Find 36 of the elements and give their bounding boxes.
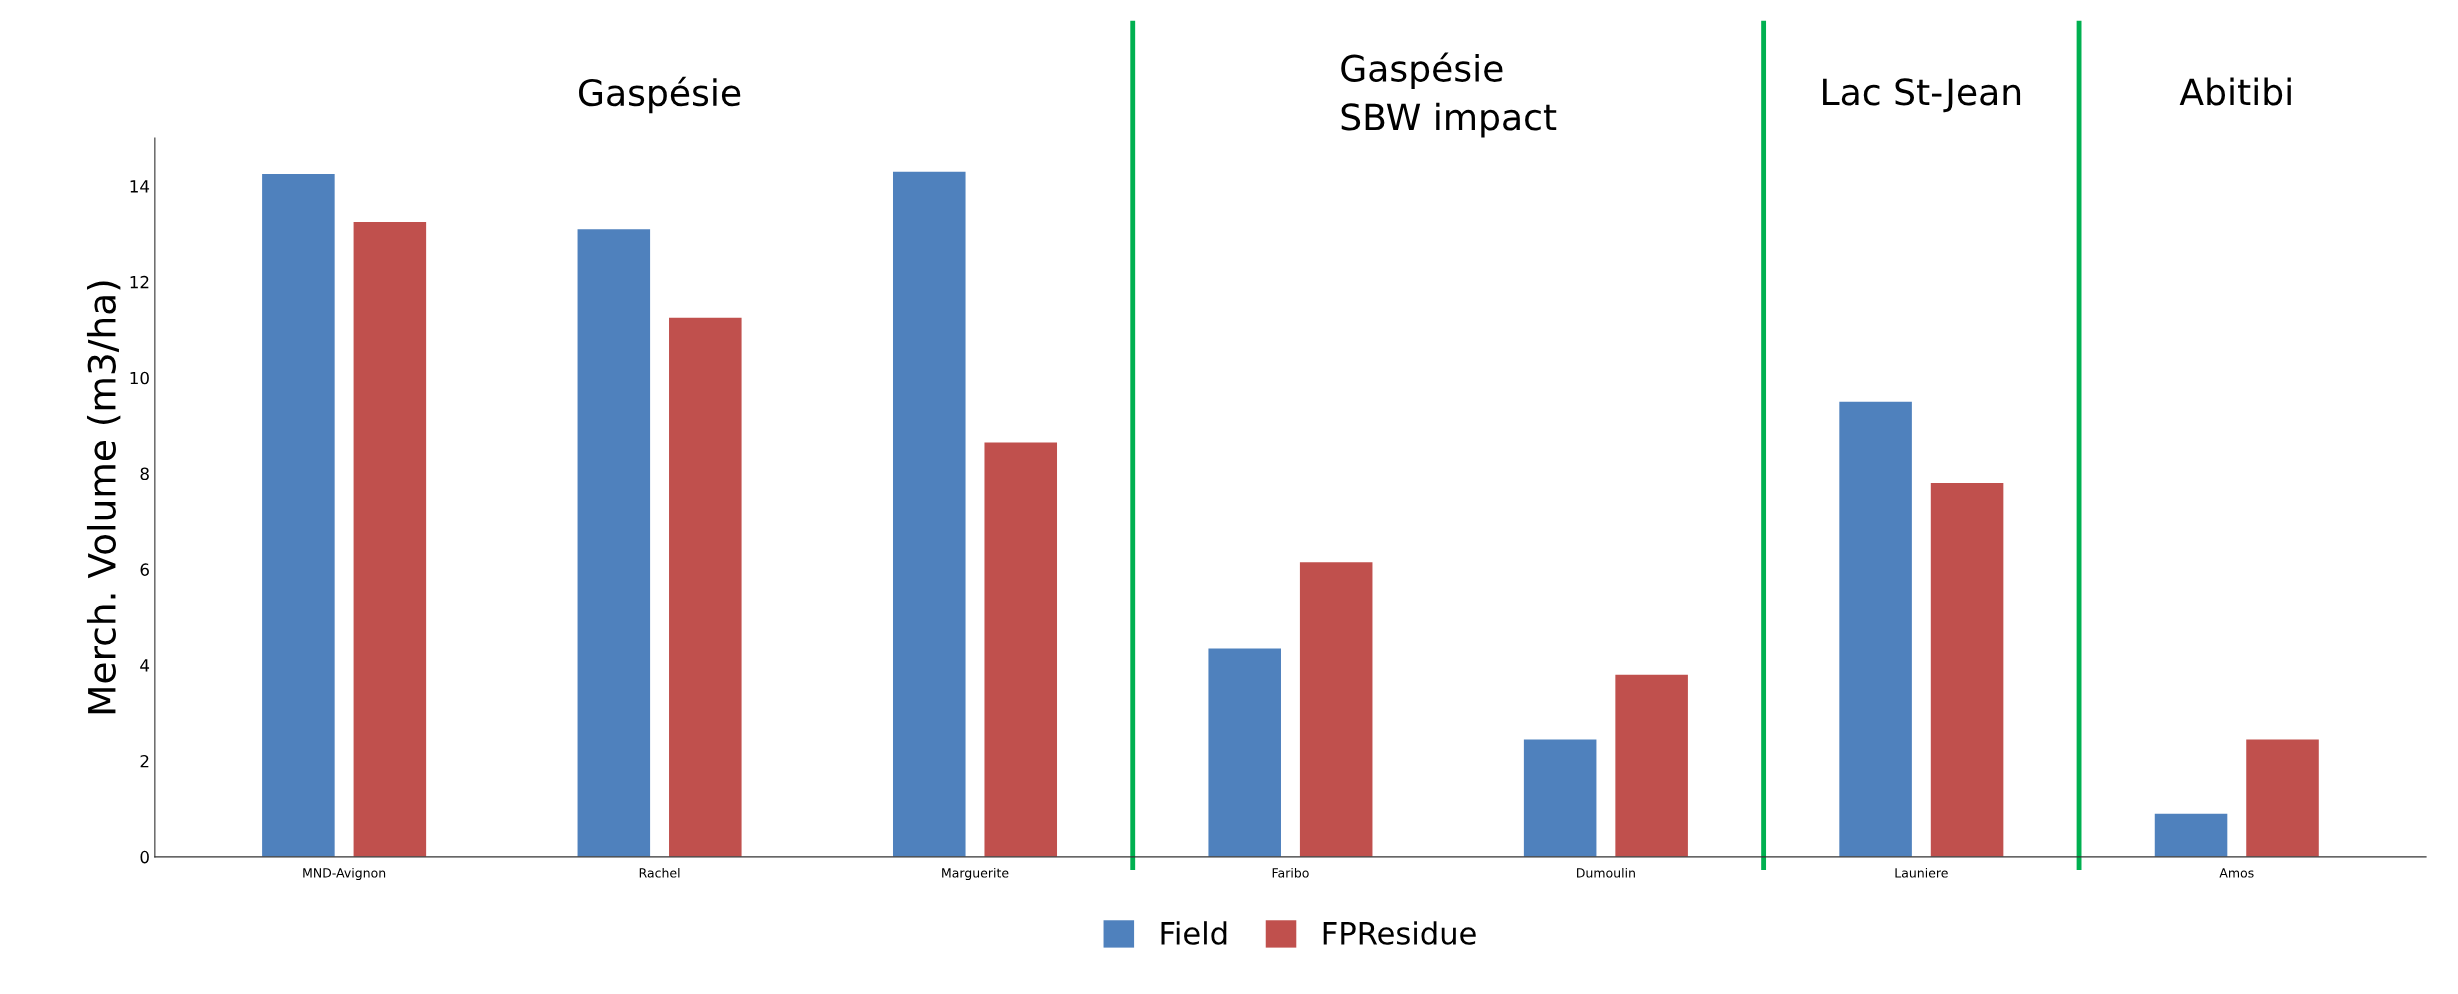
y-tick-label: 2 — [140, 754, 149, 768]
bar — [1523, 739, 1597, 857]
text: Lac St-Jean — [1823, 78, 2021, 113]
bar — [1615, 674, 1688, 857]
x-tick-label: Marguerite — [942, 867, 1009, 881]
bar — [669, 317, 742, 857]
y-axis-title: Merch. Volume (m3/ha) — [86, 281, 121, 714]
bar — [353, 222, 427, 857]
x-tick-label: Amos — [2219, 868, 2254, 878]
bar — [1299, 562, 1373, 857]
y-tick-label: 14 — [130, 180, 150, 193]
bar — [2154, 813, 2228, 857]
legend-label: Field — [1161, 921, 1227, 945]
x-tick-label: Dumoulin — [1577, 867, 1635, 878]
text: Gaspésie SBW impact — [1341, 52, 1557, 138]
y-tick-label: 8 — [140, 467, 149, 481]
bar — [984, 442, 1058, 857]
text: Abitibi — [2179, 77, 2291, 106]
x-tick-label: Launiere — [1895, 867, 1948, 878]
text: Gaspésie — [579, 76, 741, 114]
y-tick-label: 0 — [140, 850, 149, 864]
bar — [1930, 483, 2004, 857]
x-tick-label: Rachel — [639, 867, 680, 878]
y-tick-label: 12 — [130, 275, 149, 289]
x-tick-label: Faribo — [1272, 867, 1309, 878]
bar — [892, 171, 966, 857]
bar — [1839, 401, 1912, 857]
bar — [262, 174, 335, 857]
y-tick-label: 6 — [140, 563, 149, 576]
bar — [1208, 648, 1281, 857]
bar — [2246, 739, 2319, 857]
bar — [577, 229, 651, 857]
legend-label: FPResidue — [1323, 921, 1476, 945]
y-tick-label: 10 — [130, 371, 149, 385]
y-tick-label: 4 — [140, 659, 150, 672]
x-tick-label: MND-Avignon — [303, 867, 386, 881]
